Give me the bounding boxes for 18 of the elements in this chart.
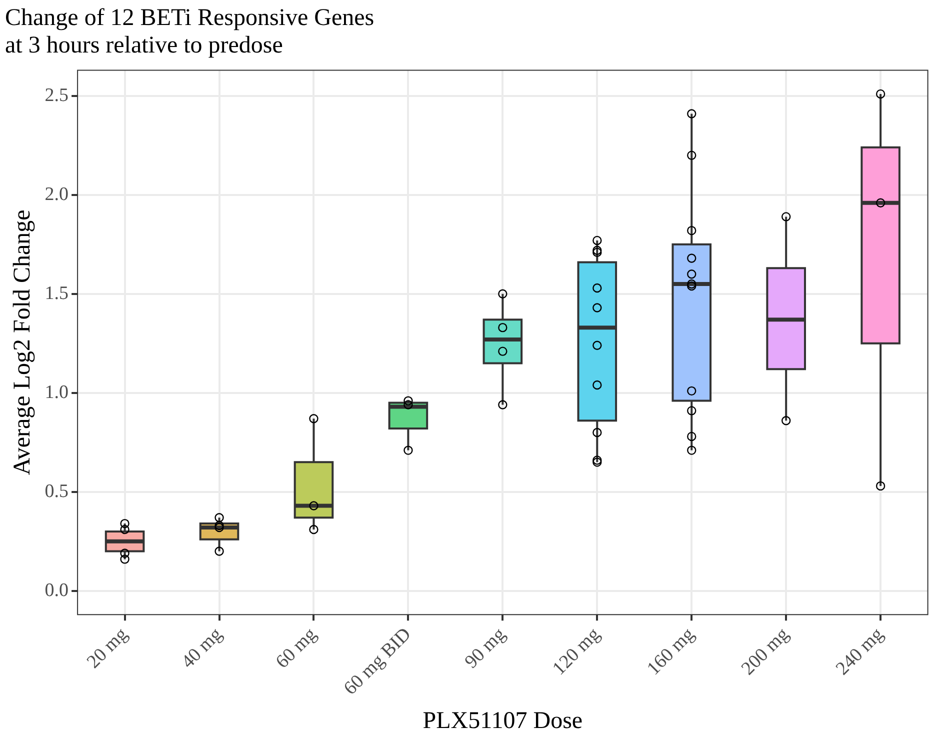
x-tick-label: 60 mg BID [340,624,416,700]
y-tick-label: 2.0 [44,184,69,205]
x-tick-label: 200 mg [738,624,794,680]
y-tick-label: 1.5 [44,282,69,304]
x-tick-label: 60 mg [272,624,322,673]
chart-title: Change of 12 BETi Responsive Genes at 3 hours relative to predose [5,5,374,59]
y-tick-label: 2.5 [44,84,69,106]
x-tick-label: 120 mg [548,624,605,680]
y-tick-label: 0.0 [44,580,69,601]
x-tick-label: 240 mg [832,624,888,680]
y-axis-title: Average Log2 Fold Change [10,210,36,476]
y-tick-label: 1.0 [44,382,69,403]
x-tick-label: 90 mg [460,624,510,673]
x-axis-title: PLX51107 Dose [422,708,583,734]
x-tick-label: 40 mg [178,624,227,673]
x-tick-label: 160 mg [643,624,700,680]
y-tick-label: 0.5 [44,480,69,502]
x-tick-label: 20 mg [83,624,132,673]
